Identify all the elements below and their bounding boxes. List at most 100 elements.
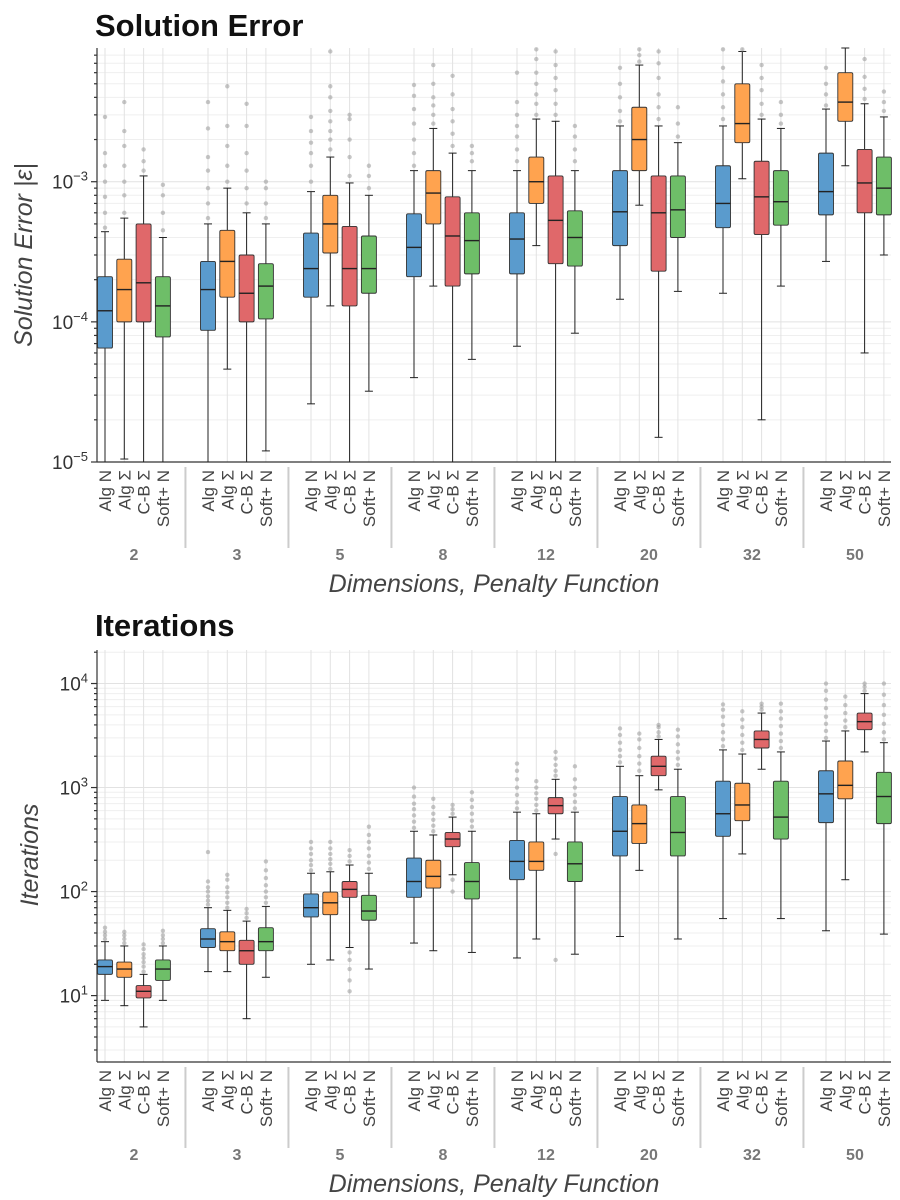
outlier-point — [102, 225, 108, 230]
outlier-point — [469, 818, 475, 823]
y-tick-label: 10−5 — [52, 449, 88, 474]
outlier-point — [263, 883, 269, 888]
outlier-point — [205, 894, 211, 899]
outlier-point — [431, 112, 436, 118]
box-iqr — [238, 939, 255, 965]
box-alg-n-dim-5 — [303, 839, 319, 965]
outlier-point — [823, 721, 829, 727]
box-softplus-n-dim-20 — [669, 105, 686, 292]
outlier-point — [823, 103, 829, 108]
outlier-point — [225, 143, 230, 149]
outlier-point — [102, 925, 108, 930]
box-alg-sigma-dim-12 — [528, 47, 545, 247]
outlier-point — [160, 940, 166, 946]
outlier-point — [411, 150, 417, 156]
solution-error-group-2: Alg N Alg Σ C-B Σ Soft+ N 2 — [96, 99, 187, 564]
outlier-point — [534, 70, 539, 75]
category-label: Alg Σ — [424, 1070, 443, 1110]
outlier-point — [617, 65, 623, 71]
box-iqr — [650, 175, 667, 272]
category-label: Alg Σ — [733, 470, 752, 510]
outlier-point — [881, 737, 887, 742]
outlier-point — [637, 768, 642, 773]
outlier-point — [328, 147, 333, 152]
outlier-point — [637, 59, 642, 64]
box-iqr — [715, 165, 731, 229]
outlier-point — [572, 134, 578, 139]
outlier-point — [160, 928, 166, 933]
outlier-point — [720, 714, 726, 719]
outlier-point — [205, 215, 211, 221]
outlier-point — [572, 147, 578, 152]
box-alg-sigma-dim-8 — [425, 796, 442, 952]
box-c-b-sigma-dim-12 — [547, 49, 564, 462]
outlier-point — [263, 900, 269, 905]
outlier-point — [263, 215, 269, 221]
box-alg-sigma-dim-32 — [734, 47, 751, 180]
box-softplus-n-dim-20 — [669, 727, 686, 940]
y-tick-exponent: 4 — [81, 671, 88, 686]
box-iqr — [875, 771, 892, 825]
dimension-label: 3 — [232, 1147, 241, 1164]
outlier-point — [553, 49, 558, 54]
outlier-point — [514, 134, 520, 139]
category-label: Soft+ N — [772, 1070, 791, 1127]
outlier-point — [366, 839, 372, 845]
category-label: Soft+ N — [566, 470, 585, 527]
box-softplus-n-dim-50 — [875, 681, 892, 935]
box-alg-n-dim-20 — [612, 65, 628, 300]
dimension-label: 2 — [129, 1147, 138, 1164]
box-iqr — [406, 857, 422, 898]
dimension-label: 8 — [438, 547, 447, 564]
outlier-point — [617, 108, 623, 114]
outlier-point — [534, 779, 539, 784]
outlier-point — [720, 737, 726, 742]
outlier-point — [759, 62, 764, 68]
outlier-point — [450, 143, 455, 149]
category-label: C-B Σ — [444, 1070, 463, 1115]
outlier-point — [102, 210, 108, 216]
box-c-b-sigma-dim-20 — [650, 722, 667, 791]
outlier-point — [572, 792, 578, 798]
outlier-point — [514, 761, 520, 766]
box-c-b-sigma-dim-20 — [650, 49, 667, 438]
category-label: C-B Σ — [341, 1070, 360, 1115]
box-c-b-sigma-dim-3 — [238, 906, 255, 1020]
category-label: Soft+ N — [875, 470, 894, 527]
outlier-point — [244, 910, 249, 916]
category-label: Alg N — [508, 470, 527, 512]
category-label: C-B Σ — [650, 470, 669, 515]
outlier-point — [263, 179, 269, 184]
outlier-point — [862, 56, 867, 62]
outlier-point — [656, 730, 661, 735]
outlier-point — [553, 75, 558, 81]
outlier-point — [411, 785, 417, 790]
outlier-point — [843, 725, 848, 730]
iterations-grid — [91, 650, 891, 1062]
outlier-point — [617, 747, 623, 753]
outlier-point — [617, 754, 623, 759]
outlier-point — [141, 959, 146, 965]
outlier-point — [122, 940, 127, 946]
dimension-label: 50 — [846, 1147, 864, 1164]
outlier-point — [205, 154, 211, 160]
outlier-point — [637, 737, 642, 742]
box-alg-n-dim-2 — [97, 114, 113, 462]
box-alg-n-dim-5 — [303, 114, 319, 405]
outlier-point — [450, 73, 455, 78]
outlier-point — [411, 93, 417, 99]
outlier-point — [102, 933, 108, 938]
box-alg-sigma-dim-5 — [322, 839, 339, 961]
outlier-point — [881, 712, 887, 718]
outlier-point — [572, 785, 578, 790]
outlier-point — [514, 806, 520, 811]
outlier-point — [431, 121, 436, 126]
outlier-point — [308, 858, 314, 863]
box-alg-sigma-dim-32 — [734, 709, 751, 855]
iterations-group-3: Alg N Alg Σ C-B Σ Soft+ N 3 — [199, 849, 290, 1164]
outlier-point — [553, 87, 558, 93]
outlier-point — [244, 906, 249, 912]
outlier-point — [675, 749, 681, 755]
outlier-point — [553, 768, 558, 773]
outlier-point — [431, 95, 436, 100]
